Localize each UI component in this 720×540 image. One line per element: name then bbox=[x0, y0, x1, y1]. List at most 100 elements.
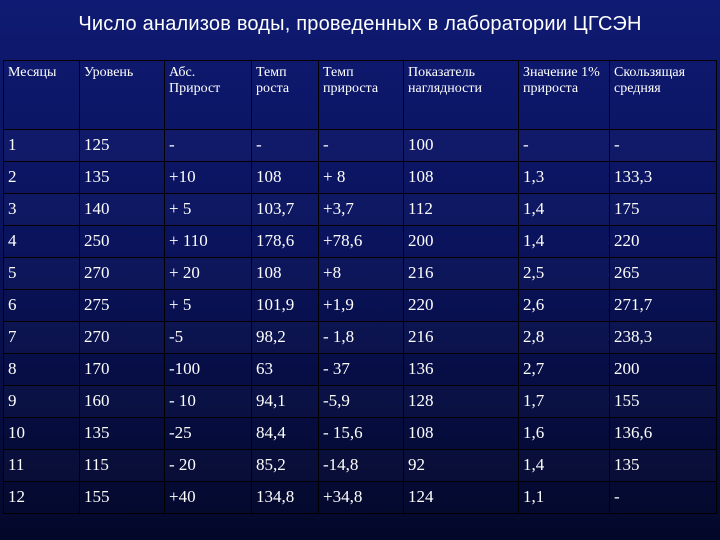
table-cell: 170 bbox=[79, 353, 165, 386]
table-cell: 6 bbox=[3, 289, 80, 322]
table-cell: 84,4 bbox=[251, 417, 319, 450]
table-cell: 220 bbox=[609, 225, 717, 258]
table-cell: 135 bbox=[609, 449, 717, 482]
table-cell: 108 bbox=[251, 257, 319, 290]
table-cell: 103,7 bbox=[251, 193, 319, 226]
table-cell: 2,6 bbox=[518, 289, 610, 322]
table-cell: +40 bbox=[164, 481, 252, 514]
table-cell: 1,4 bbox=[518, 449, 610, 482]
table-row: 6 275 + 5 101,9 +1,9 220 2,6 271,7 bbox=[3, 289, 717, 322]
table-cell: 133,3 bbox=[609, 161, 717, 194]
table-cell: 101,9 bbox=[251, 289, 319, 322]
table-cell: 216 bbox=[403, 257, 519, 290]
table-cell: 200 bbox=[403, 225, 519, 258]
table-cell: 1,3 bbox=[518, 161, 610, 194]
table-cell: 108 bbox=[403, 161, 519, 194]
table-cell: +8 bbox=[318, 257, 404, 290]
table-cell: 220 bbox=[403, 289, 519, 322]
table-row: 10 135 -25 84,4- 15,6 108 1,6 136,6 bbox=[3, 417, 717, 450]
table-cell: +78,6 bbox=[318, 225, 404, 258]
table-row: 9 160- 10 94,1 -5,9 128 1,7 155 bbox=[3, 385, 717, 418]
table-header-row: Месяцы Уровень Абс. Прирост Темп роста Т… bbox=[3, 60, 717, 130]
table-cell: + 110 bbox=[164, 225, 252, 258]
table-cell: + 5 bbox=[164, 193, 252, 226]
column-header-abs-growth: Абс. Прирост bbox=[164, 60, 252, 130]
table-cell: 108 bbox=[403, 417, 519, 450]
table-row: 2 135 +10 108 + 8 108 1,3 133,3 bbox=[3, 161, 717, 194]
table-cell: - 37 bbox=[318, 353, 404, 386]
table-cell: 200 bbox=[609, 353, 717, 386]
table-cell: 108 bbox=[251, 161, 319, 194]
column-header-growth-rate: Темп роста bbox=[251, 60, 319, 130]
table-row: 12 155 +40 134,8 +34,8 124 1,1- bbox=[3, 481, 717, 514]
table-cell: 4 bbox=[3, 225, 80, 258]
table-cell: 1,1 bbox=[518, 481, 610, 514]
table-cell: -5 bbox=[164, 321, 252, 354]
table-cell: 124 bbox=[403, 481, 519, 514]
table-cell: 136,6 bbox=[609, 417, 717, 450]
table-cell: 85,2 bbox=[251, 449, 319, 482]
table-cell: 7 bbox=[3, 321, 80, 354]
table-cell: +10 bbox=[164, 161, 252, 194]
table-cell: 100 bbox=[403, 129, 519, 162]
column-header-increase-rate: Темп прироста bbox=[318, 60, 404, 130]
table-cell: - bbox=[609, 129, 717, 162]
table-cell: 63 bbox=[251, 353, 319, 386]
table-row: 1 125- - -100- - bbox=[3, 129, 717, 162]
table-cell: - bbox=[164, 129, 252, 162]
table-cell: 2 bbox=[3, 161, 80, 194]
column-header-level: Уровень bbox=[79, 60, 165, 130]
table-cell: - bbox=[518, 129, 610, 162]
table-cell: 10 bbox=[3, 417, 80, 450]
table-cell: 3 bbox=[3, 193, 80, 226]
table-cell: 1,4 bbox=[518, 193, 610, 226]
table-cell: 94,1 bbox=[251, 385, 319, 418]
table-cell: 140 bbox=[79, 193, 165, 226]
slide-title: Число анализов воды, проведенных в лабор… bbox=[78, 13, 642, 35]
table-cell: - bbox=[609, 481, 717, 514]
table-cell: 135 bbox=[79, 161, 165, 194]
table-cell: 271,7 bbox=[609, 289, 717, 322]
table-cell: + 8 bbox=[318, 161, 404, 194]
table-cell: 250 bbox=[79, 225, 165, 258]
table-cell: - 20 bbox=[164, 449, 252, 482]
table-cell: 1 bbox=[3, 129, 80, 162]
table-cell: - 10 bbox=[164, 385, 252, 418]
table-cell: 115 bbox=[79, 449, 165, 482]
table-cell: 155 bbox=[79, 481, 165, 514]
column-header-month: Месяцы bbox=[3, 60, 80, 130]
table-cell: 136 bbox=[403, 353, 519, 386]
table-cell: +34,8 bbox=[318, 481, 404, 514]
data-table: Месяцы Уровень Абс. Прирост Темп роста Т… bbox=[3, 60, 717, 514]
table-cell: 2,7 bbox=[518, 353, 610, 386]
table-row: 3 140 + 5 103,7 +3,7 112 1,4 175 bbox=[3, 193, 717, 226]
table-cell: 9 bbox=[3, 385, 80, 418]
table-cell: 265 bbox=[609, 257, 717, 290]
column-header-moving-average: Скользящая средняя bbox=[609, 60, 717, 130]
table-cell: 175 bbox=[609, 193, 717, 226]
table-cell: 270 bbox=[79, 321, 165, 354]
table-cell: 275 bbox=[79, 289, 165, 322]
column-header-one-percent-value: Значение 1% прироста bbox=[518, 60, 610, 130]
table-cell: - bbox=[251, 129, 319, 162]
table-cell: 112 bbox=[403, 193, 519, 226]
table-cell: 98,2 bbox=[251, 321, 319, 354]
table-row: 7 270 -5 98,2- 1,8 216 2,8 238,3 bbox=[3, 321, 717, 354]
table-cell: + 5 bbox=[164, 289, 252, 322]
table-cell: 11 bbox=[3, 449, 80, 482]
table-cell: 155 bbox=[609, 385, 717, 418]
table-cell: 12 bbox=[3, 481, 80, 514]
table-row: 8 170 -100 63- 37 136 2,7 200 bbox=[3, 353, 717, 386]
table-cell: +3,7 bbox=[318, 193, 404, 226]
table-cell: 1,6 bbox=[518, 417, 610, 450]
table-body: 1 125- - -100- -2 135 +10 108 + 8 108 1,3 133,3 3 140… bbox=[3, 129, 717, 514]
table-cell: -25 bbox=[164, 417, 252, 450]
table-row: 4 250 + 110 178,6 +78,6 200 1,4 220 bbox=[3, 225, 717, 258]
table-cell: 92 bbox=[403, 449, 519, 482]
table-cell: 178,6 bbox=[251, 225, 319, 258]
table-cell: - 1,8 bbox=[318, 321, 404, 354]
column-header-visibility-index: Показатель наглядности bbox=[403, 60, 519, 130]
table-cell: 238,3 bbox=[609, 321, 717, 354]
table-cell: 216 bbox=[403, 321, 519, 354]
table-cell: 160 bbox=[79, 385, 165, 418]
